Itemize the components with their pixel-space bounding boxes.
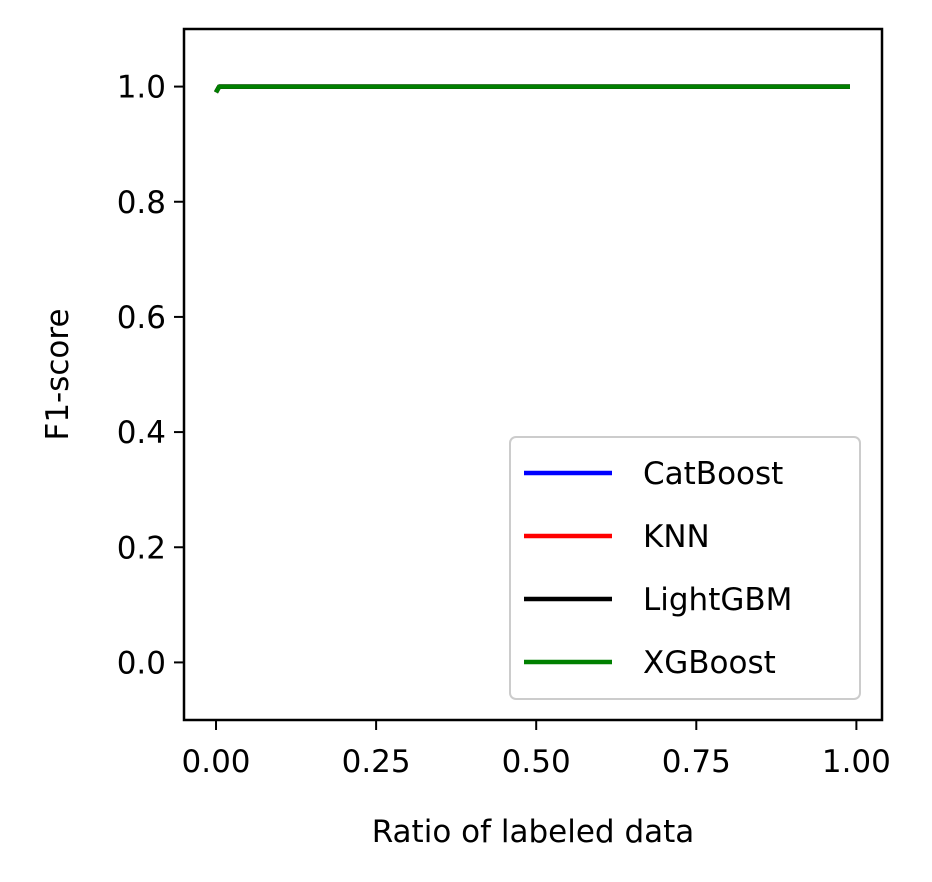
x-axis-label: Ratio of labeled data	[372, 814, 695, 850]
y-tick-label: 0.0	[117, 645, 166, 681]
x-axis: 0.00 0.25 0.50 0.75 1.00	[182, 720, 891, 780]
legend-box	[509, 436, 861, 700]
y-tick-label: 0.6	[117, 300, 166, 336]
legend-label-catboost: CatBoost	[643, 456, 783, 492]
plot-frame	[182, 27, 884, 722]
x-tick-label: 0.25	[342, 744, 411, 780]
y-tick-label: 0.2	[117, 530, 166, 566]
x-tick-label: 1.00	[822, 744, 891, 780]
x-tick-label: 0.75	[662, 744, 731, 780]
legend: CatBoost KNN LightGBM XGBoost	[509, 436, 861, 700]
y-tick-label: 1.0	[117, 70, 166, 106]
series-line-xgboost	[214, 84, 850, 94]
legend-label-xgboost: XGBoost	[643, 645, 776, 681]
x-tick-label: 0.50	[502, 744, 571, 780]
legend-label-knn: KNN	[643, 519, 710, 555]
y-axis-label: F1-score	[40, 308, 76, 440]
series-layer	[214, 84, 850, 94]
y-tick-label: 0.4	[117, 415, 166, 451]
x-tick-label: 0.00	[182, 744, 251, 780]
y-tick-label: 0.8	[117, 185, 166, 221]
legend-label-lightgbm: LightGBM	[643, 582, 792, 618]
y-axis: 0.0 0.2 0.4 0.6 0.8 1.0	[117, 70, 184, 681]
